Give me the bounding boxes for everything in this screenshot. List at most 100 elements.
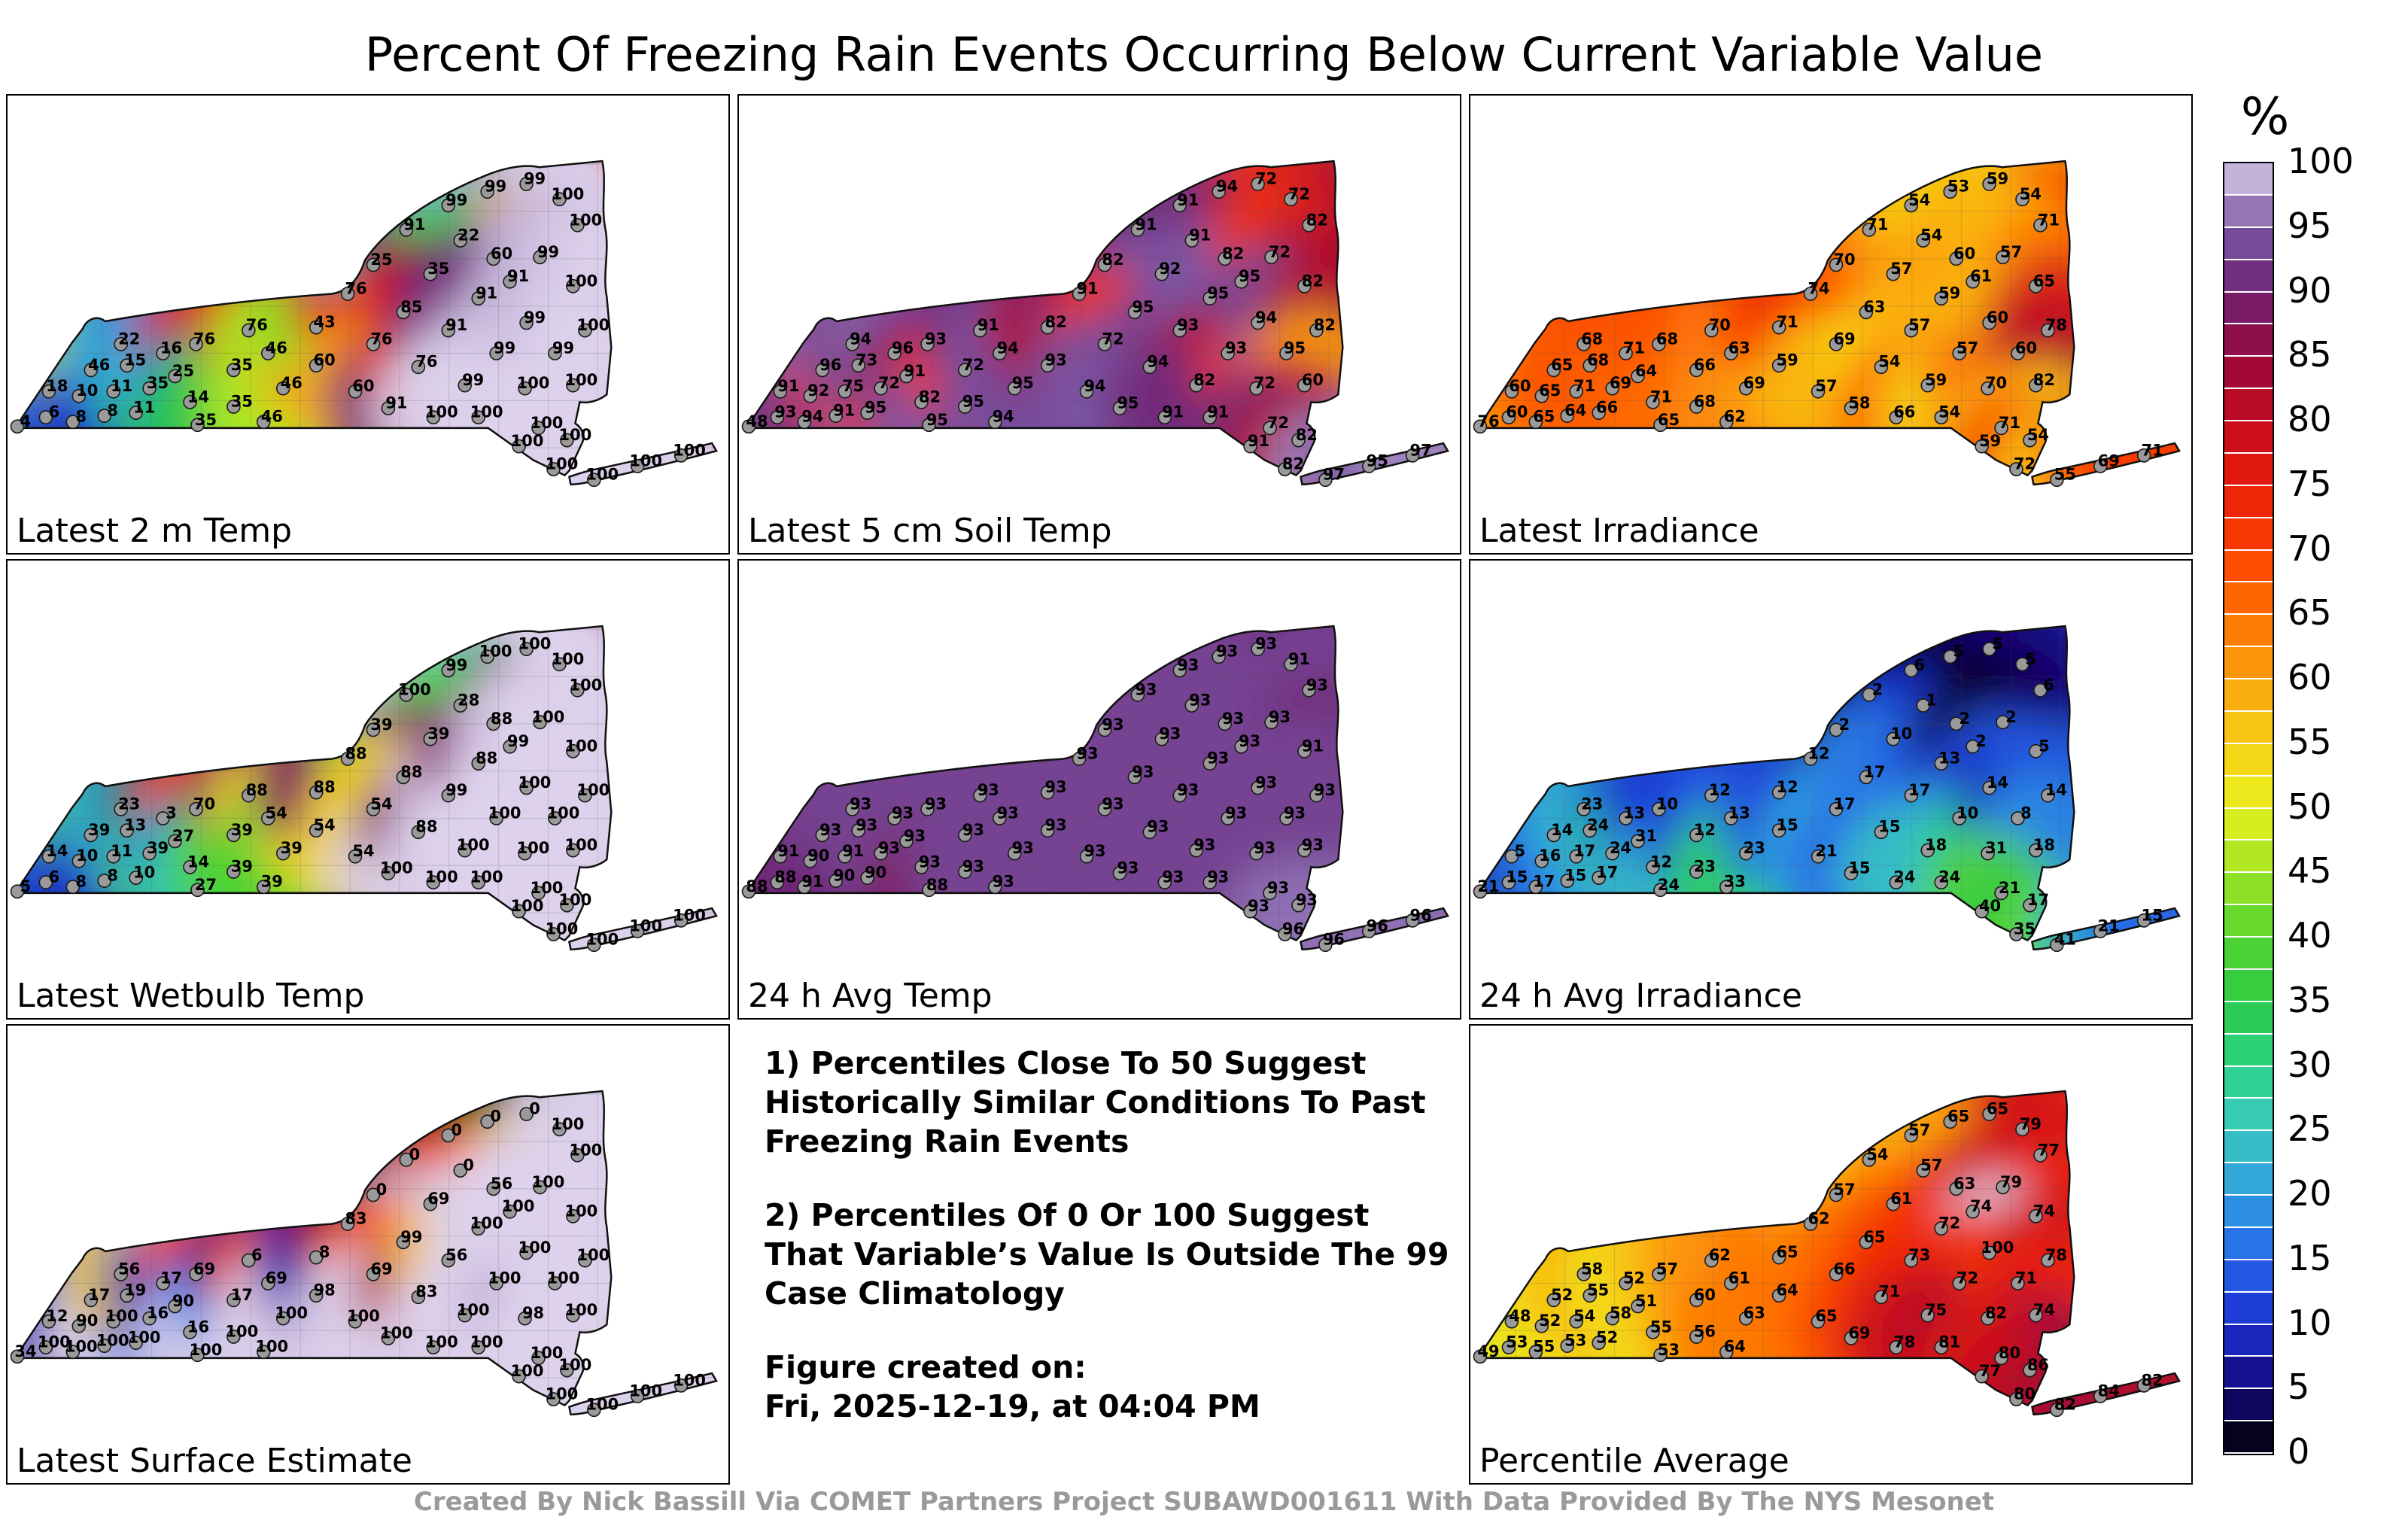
svg-text:100: 100 (425, 402, 458, 421)
svg-text:81: 81 (1938, 1332, 1960, 1351)
svg-text:13: 13 (1623, 803, 1645, 822)
svg-text:94: 94 (1255, 308, 1277, 327)
svg-text:77: 77 (2038, 1140, 2060, 1159)
svg-text:72: 72 (1102, 329, 1123, 348)
svg-text:14: 14 (2045, 780, 2067, 799)
svg-text:64: 64 (1564, 400, 1586, 419)
svg-text:65: 65 (1539, 381, 1561, 400)
svg-text:91: 91 (1207, 402, 1229, 421)
colorbar-segment (2224, 1421, 2273, 1454)
svg-text:99: 99 (445, 780, 467, 799)
svg-text:64: 64 (1777, 1281, 1798, 1299)
svg-text:92: 92 (1159, 259, 1181, 278)
svg-text:52: 52 (1623, 1268, 1645, 1287)
svg-text:93: 93 (819, 820, 841, 839)
svg-text:83: 83 (415, 1282, 437, 1301)
svg-text:55: 55 (1650, 1317, 1672, 1336)
svg-text:92: 92 (807, 381, 829, 400)
svg-text:65: 65 (1947, 1107, 1969, 1126)
svg-text:65: 65 (1815, 1306, 1837, 1325)
svg-text:35: 35 (427, 259, 449, 278)
svg-text:13: 13 (124, 816, 146, 834)
svg-text:46: 46 (88, 355, 110, 374)
svg-text:91: 91 (1135, 214, 1157, 233)
svg-text:54: 54 (2020, 184, 2042, 203)
colorbar-segment (2224, 1099, 2273, 1132)
svg-text:15: 15 (1777, 816, 1798, 834)
svg-text:100: 100 (570, 675, 603, 694)
svg-text:100: 100 (225, 1321, 258, 1340)
svg-text:93: 93 (1267, 878, 1289, 897)
svg-text:93: 93 (1189, 690, 1211, 709)
svg-text:94: 94 (1216, 177, 1238, 196)
svg-text:72: 72 (1956, 1268, 1978, 1287)
svg-text:71: 71 (2038, 210, 2060, 229)
svg-text:93: 93 (1314, 780, 1336, 799)
svg-text:43: 43 (314, 312, 336, 331)
svg-text:17: 17 (1573, 841, 1595, 860)
svg-text:69: 69 (2098, 451, 2120, 470)
svg-text:69: 69 (266, 1268, 287, 1287)
colorbar-segment (2224, 389, 2273, 421)
svg-text:14: 14 (1551, 820, 1573, 839)
svg-text:11: 11 (111, 841, 132, 860)
svg-text:14: 14 (187, 852, 209, 871)
svg-text:75: 75 (842, 376, 864, 395)
svg-text:12: 12 (1777, 777, 1798, 796)
svg-text:100: 100 (518, 773, 552, 792)
svg-text:93: 93 (1102, 794, 1123, 813)
svg-text:95: 95 (1367, 451, 1388, 470)
svg-text:21: 21 (1477, 877, 1499, 895)
svg-text:86: 86 (2027, 1355, 2049, 1374)
svg-text:12: 12 (1694, 820, 1716, 839)
svg-text:52: 52 (1596, 1327, 1618, 1346)
svg-text:13: 13 (1938, 748, 1960, 767)
colorbar-tick-label: 65 (2288, 592, 2332, 634)
colorbar-tick-label: 75 (2288, 463, 2332, 504)
svg-text:25: 25 (172, 361, 194, 380)
svg-text:72: 72 (1288, 184, 1310, 203)
svg-text:31: 31 (1635, 826, 1657, 845)
svg-text:93: 93 (919, 852, 941, 871)
colorbar-segment (2224, 873, 2273, 906)
svg-text:82: 82 (1193, 370, 1215, 389)
svg-text:99: 99 (485, 177, 506, 196)
svg-text:17: 17 (1863, 762, 1885, 781)
colorbar-segment (2224, 1034, 2273, 1067)
svg-text:10: 10 (1956, 803, 1978, 822)
svg-text:95: 95 (1132, 297, 1154, 316)
svg-text:53: 53 (1506, 1332, 1528, 1351)
svg-text:0: 0 (463, 1155, 474, 1174)
svg-text:88: 88 (415, 817, 437, 836)
svg-text:93: 93 (1162, 867, 1184, 886)
svg-text:8: 8 (107, 865, 118, 884)
svg-text:39: 39 (281, 838, 303, 857)
svg-text:54: 54 (370, 794, 392, 813)
svg-text:93: 93 (997, 803, 1019, 822)
svg-text:34: 34 (14, 1342, 36, 1360)
svg-text:62: 62 (1808, 1208, 1829, 1227)
svg-text:58: 58 (1848, 393, 1870, 412)
svg-text:6: 6 (2043, 675, 2054, 694)
svg-text:100: 100 (629, 451, 662, 470)
svg-text:57: 57 (1656, 1259, 1678, 1278)
svg-text:97: 97 (1410, 440, 1432, 459)
svg-text:100: 100 (517, 373, 550, 392)
svg-text:54: 54 (266, 803, 287, 822)
svg-text:46: 46 (281, 373, 303, 392)
map-panel-24h-avg-irradiance: 21 15 17 5 16 14 15 17 24 17 24 23 13 31 10 12 24 23 12 12 1… (1469, 559, 2193, 1020)
colorbar-segment (2224, 969, 2273, 1002)
svg-text:76: 76 (1477, 412, 1499, 430)
svg-text:100: 100 (518, 1238, 552, 1257)
svg-text:66: 66 (1596, 397, 1618, 416)
svg-text:91: 91 (1177, 190, 1199, 209)
svg-text:8: 8 (76, 872, 87, 891)
svg-text:40: 40 (1979, 896, 2001, 915)
svg-text:93: 93 (1255, 634, 1277, 652)
svg-text:91: 91 (833, 400, 855, 419)
svg-text:80: 80 (1999, 1343, 2020, 1362)
svg-text:96: 96 (819, 355, 841, 374)
